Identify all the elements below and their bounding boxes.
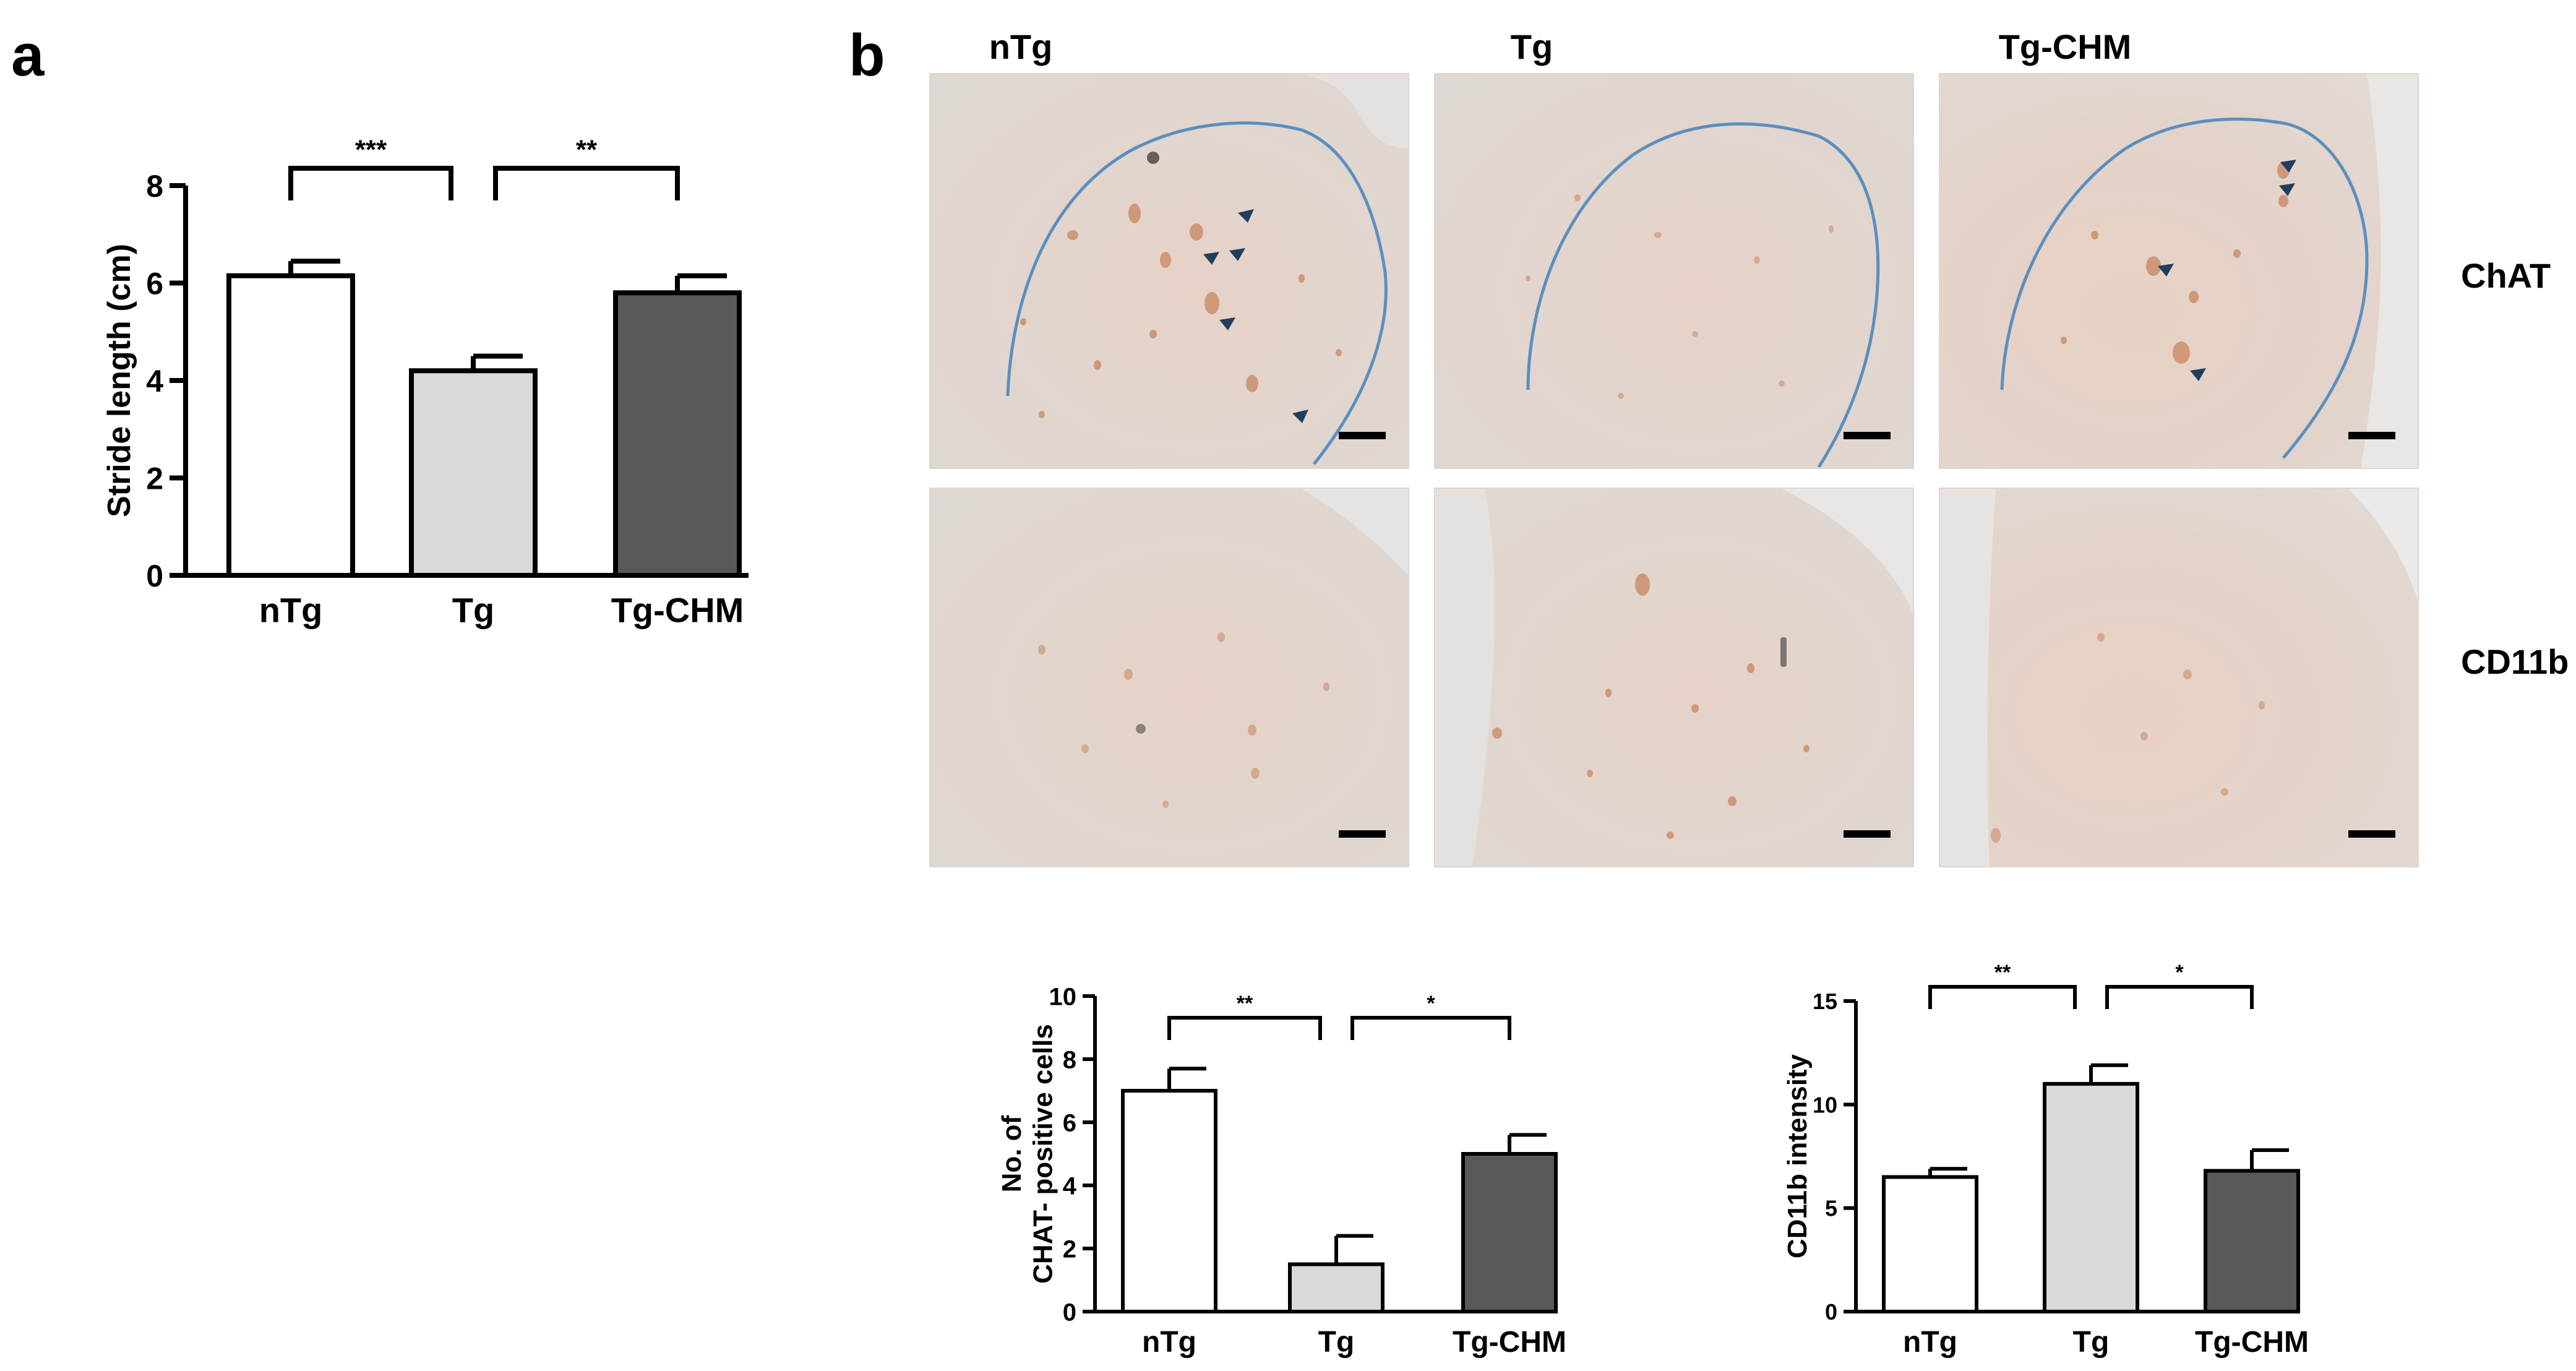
micrograph-tg-chm-cd11b	[1939, 488, 2419, 867]
category-label: nTg	[259, 591, 323, 630]
column-label-tg-chm: Tg-CHM	[1998, 27, 2132, 66]
y-tick-label: 15	[1813, 989, 1837, 1014]
category-label: Tg-CHM	[1453, 1326, 1566, 1359]
y-axis-label: Stride length (cm)	[101, 244, 137, 517]
y-tick-label: 6	[146, 267, 163, 301]
y-tick-label: 8	[1063, 1046, 1076, 1073]
y-tick-label: 0	[1825, 1299, 1837, 1325]
bar	[613, 290, 742, 578]
micrograph-tg-cd11b-art	[1435, 489, 1913, 866]
y-tick-label: 0	[146, 559, 163, 593]
category-label: Tg	[452, 591, 494, 630]
grey-matter-outline	[2000, 118, 2369, 459]
stain-spots	[1020, 204, 1342, 418]
micrograph-tg-chm-chat-art	[2000, 74, 2418, 468]
significance-label: **	[1237, 992, 1253, 1015]
micrograph-tg-chm-cd11b-art	[1940, 489, 2418, 866]
y-tick-label: 2	[1063, 1236, 1076, 1263]
micrograph-ntg-cd11b-art	[1038, 489, 1408, 808]
scale-bar	[2348, 830, 2395, 838]
arrowhead-marker-icon	[1203, 209, 1308, 423]
grey-matter-outline	[1006, 121, 1388, 465]
y-tick-label: 6	[1063, 1109, 1076, 1137]
significance-label: *	[1427, 992, 1435, 1015]
micrograph-ntg-cd11b	[929, 488, 1409, 867]
grey-matter-outline	[1526, 122, 1880, 468]
scale-bar	[2348, 432, 2395, 439]
bar	[1121, 1089, 1217, 1313]
bar	[2043, 1081, 2139, 1313]
scale-bar	[1339, 432, 1386, 439]
scale-bar	[1844, 432, 1891, 439]
y-tick-label: 8	[146, 169, 163, 204]
bar	[409, 368, 538, 578]
y-tick-label: 4	[146, 364, 163, 398]
bar	[1461, 1152, 1558, 1313]
y-tick-label: 2	[146, 462, 163, 496]
bar	[226, 273, 355, 578]
significance-bracket	[1167, 1016, 1322, 1040]
category-label: Tg-CHM	[611, 591, 744, 630]
category-label: Tg-CHM	[2195, 1326, 2309, 1359]
y-axis-label: CD11b intensity	[1782, 1054, 1813, 1258]
column-label-ntg: nTg	[989, 27, 1053, 66]
significance-bracket	[2105, 985, 2254, 1009]
significance-label: ***	[355, 135, 387, 165]
significance-label: **	[576, 135, 598, 165]
category-label: nTg	[1903, 1326, 1957, 1359]
panel-label-a: a	[11, 22, 45, 88]
y-tick-label: 5	[1825, 1196, 1837, 1221]
micrograph-tg-chat-art	[1526, 122, 1880, 468]
micrograph-ntg-chat-art	[930, 74, 1408, 465]
bar	[1882, 1175, 1978, 1314]
row-label-chat: ChAT	[2461, 256, 2551, 295]
category-label: nTg	[1142, 1326, 1196, 1359]
significance-bracket	[1350, 1016, 1511, 1040]
y-tick-label: 4	[1063, 1172, 1077, 1200]
significance-bracket	[288, 166, 453, 200]
significance-bracket	[493, 166, 680, 200]
y-tick-label: 10	[1049, 983, 1077, 1010]
arrowhead-marker-icon	[2158, 160, 2296, 381]
scale-bar	[1844, 830, 1891, 838]
y-axis-label: No. of	[997, 1115, 1027, 1192]
bar	[1288, 1262, 1385, 1313]
category-label: Tg	[1318, 1326, 1355, 1359]
micrograph-tg-chm-chat	[1939, 73, 2419, 469]
row-label-cd11b: CD11b	[2461, 642, 2569, 681]
bar	[2204, 1169, 2300, 1313]
significance-bracket	[1928, 985, 2077, 1009]
column-label-tg: Tg	[1510, 27, 1553, 66]
category-label: Tg	[2073, 1326, 2110, 1359]
significance-label: *	[2175, 961, 2184, 984]
panel-label-b: b	[849, 22, 885, 88]
y-axis-label: CHAT- positive cells	[1028, 1024, 1058, 1284]
y-tick-label: 0	[1063, 1299, 1076, 1326]
scale-bar	[1339, 830, 1386, 838]
significance-label: **	[1994, 961, 2011, 984]
micrograph-tg-chat	[1434, 73, 1914, 469]
micrograph-ntg-chat	[929, 73, 1409, 469]
micrograph-tg-cd11b	[1434, 488, 1914, 867]
y-tick-label: 10	[1813, 1092, 1837, 1117]
